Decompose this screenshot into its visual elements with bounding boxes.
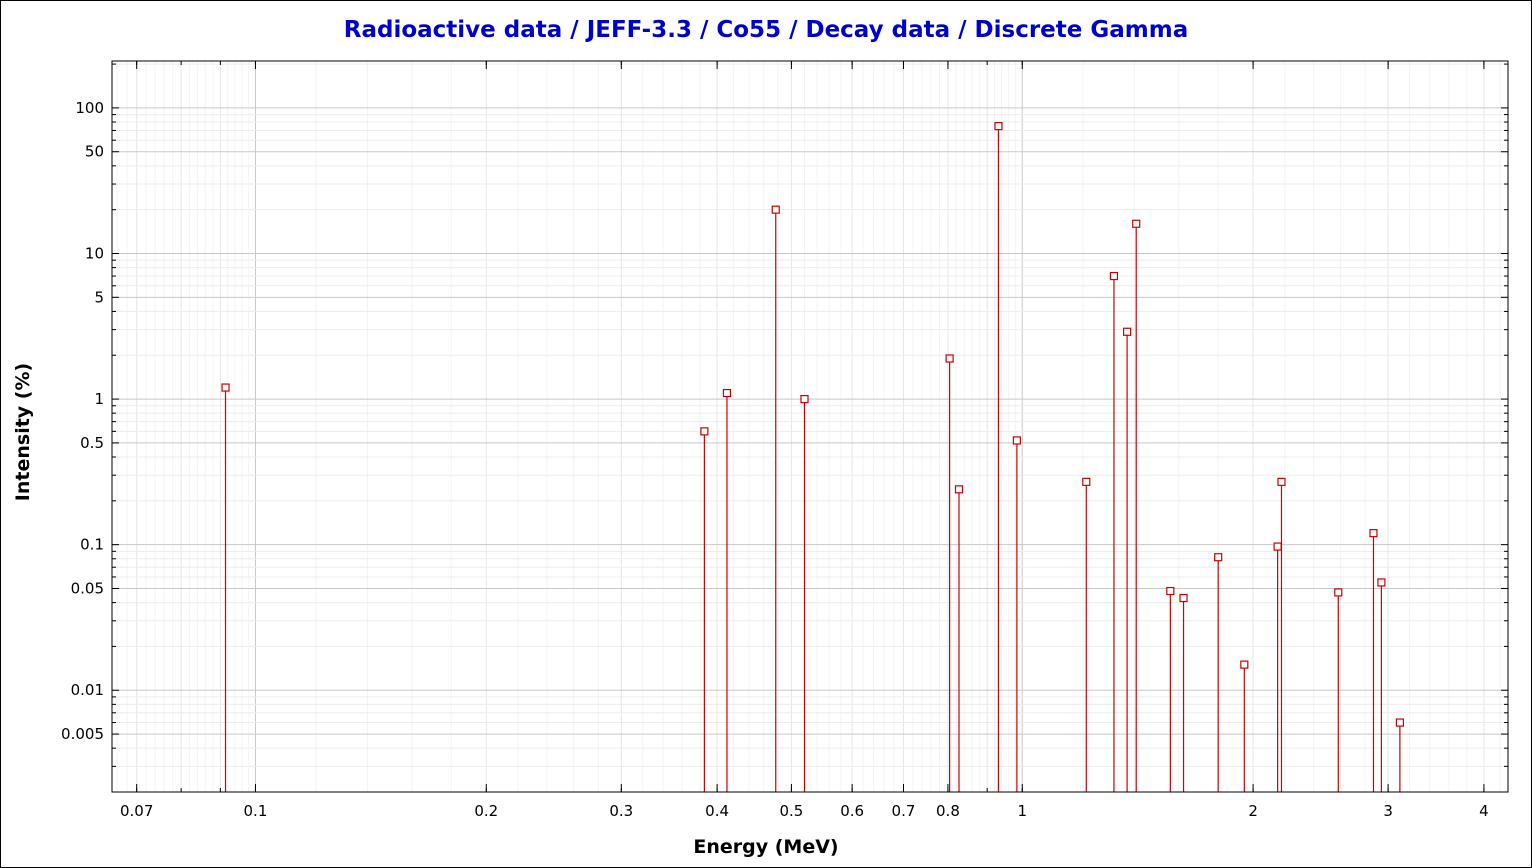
y-tick-label: 0.005 <box>61 725 104 743</box>
gamma-line-marker <box>800 394 809 404</box>
gamma-line-marker <box>1369 529 1378 538</box>
gamma-line-marker <box>700 427 709 436</box>
x-tick-label: 0.6 <box>840 802 864 820</box>
x-tick-label: 0.3 <box>609 802 633 820</box>
grid-layer <box>112 61 1508 793</box>
tick-layer: 0.07 0.1 0.2 0.3 0.4 0.5 0.6 0.7 0.8 1 2 3 4 100 50 10 5… <box>61 61 1508 820</box>
gamma-line-marker <box>1334 588 1343 597</box>
x-tick-label: 2 <box>1248 802 1258 820</box>
gamma-line-marker <box>994 121 1003 131</box>
x-tick-label: 4 <box>1479 802 1489 820</box>
gamma-line-marker <box>1214 553 1223 562</box>
gamma-line-marker <box>1273 542 1282 551</box>
gamma-line-marker <box>1277 477 1286 486</box>
x-tick-label: 0.2 <box>474 802 498 820</box>
y-tick-label: 5 <box>94 288 104 306</box>
gamma-line-marker <box>1082 477 1091 486</box>
x-tick-label: 0.07 <box>120 802 153 820</box>
x-axis-label: Energy (MeV) <box>693 836 838 858</box>
gamma-line-marker <box>722 388 732 398</box>
gamma-line-marker <box>1240 660 1249 669</box>
y-tick-label: 0.5 <box>80 434 104 452</box>
gamma-line-marker <box>1166 586 1175 596</box>
data-layer <box>221 121 1404 792</box>
gamma-line-marker <box>1012 436 1021 445</box>
y-tick-label: 0.01 <box>71 681 104 699</box>
gamma-line-marker <box>1179 593 1188 603</box>
gamma-line-marker <box>1109 271 1119 281</box>
gamma-line-marker <box>1377 578 1386 587</box>
x-tick-label: 0.5 <box>779 802 803 820</box>
y-tick-label: 100 <box>75 99 104 117</box>
gamma-line-marker <box>1132 219 1141 228</box>
gamma-line-marker <box>771 205 780 214</box>
x-tick-label: 1 <box>1017 802 1027 820</box>
y-tick-label: 0.1 <box>80 536 104 554</box>
y-axis-label: Intensity (%) <box>12 363 34 501</box>
gamma-line-marker <box>1122 327 1132 336</box>
x-tick-label: 0.1 <box>244 802 268 820</box>
x-tick-label: 0.7 <box>892 802 916 820</box>
gamma-line-marker <box>221 383 230 392</box>
x-tick-label: 3 <box>1383 802 1393 820</box>
gamma-line-marker <box>1395 718 1404 727</box>
gamma-line-marker <box>945 354 954 363</box>
plot-area <box>111 60 1509 793</box>
y-tick-label: 10 <box>85 244 104 262</box>
y-tick-label: 50 <box>85 143 104 161</box>
x-tick-label: 0.4 <box>705 802 729 820</box>
y-tick-label: 0.05 <box>71 579 104 597</box>
chart-title: Radioactive data / JEFF-3.3 / Co55 / Dec… <box>344 17 1188 43</box>
x-tick-label: 0.8 <box>936 802 960 820</box>
gamma-line-marker <box>954 485 964 494</box>
y-tick-label: 1 <box>94 390 104 408</box>
